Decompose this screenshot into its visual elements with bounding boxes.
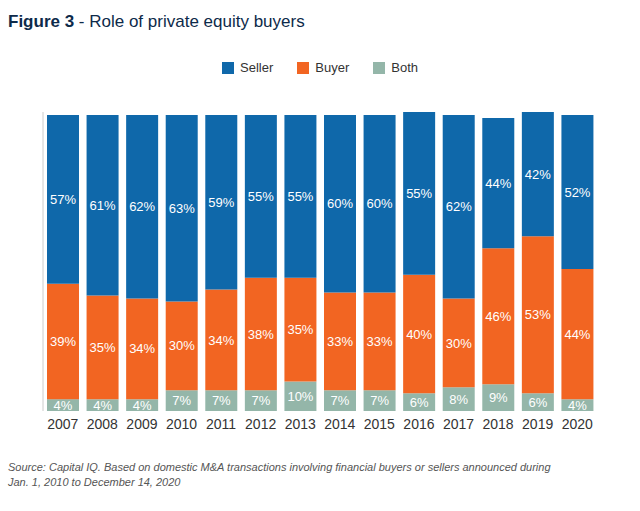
svg-text:44%: 44%: [564, 327, 590, 342]
svg-text:38%: 38%: [248, 327, 274, 342]
svg-text:2007: 2007: [47, 416, 78, 432]
svg-text:52%: 52%: [564, 185, 590, 200]
svg-text:30%: 30%: [169, 338, 195, 353]
svg-text:2020: 2020: [562, 416, 593, 432]
svg-text:62%: 62%: [446, 199, 472, 214]
svg-text:2009: 2009: [126, 416, 157, 432]
svg-text:2015: 2015: [364, 416, 395, 432]
svg-text:59%: 59%: [208, 195, 234, 210]
svg-text:53%: 53%: [525, 307, 551, 322]
svg-text:4%: 4%: [568, 398, 587, 413]
svg-text:2019: 2019: [522, 416, 553, 432]
svg-text:30%: 30%: [446, 336, 472, 351]
svg-text:33%: 33%: [327, 334, 353, 349]
svg-text:62%: 62%: [129, 199, 155, 214]
html-text:Seller: Seller: [240, 60, 274, 75]
svg-text:4%: 4%: [93, 398, 112, 413]
html-text:Both: Both: [391, 60, 418, 75]
svg-text:2013: 2013: [285, 416, 316, 432]
svg-text:7%: 7%: [172, 393, 191, 408]
html-text:Figure 3 - Role of private equ: Figure 3 - Role of private equity buyers: [8, 12, 305, 31]
svg-text:63%: 63%: [169, 201, 195, 216]
svg-text:60%: 60%: [327, 196, 353, 211]
svg-text:2011: 2011: [206, 416, 236, 432]
svg-text:6%: 6%: [410, 395, 429, 410]
html-text:Jan. 1, 2010 to December 14, 2: Jan. 1, 2010 to December 14, 2020: [8, 476, 181, 488]
svg-text:35%: 35%: [90, 340, 116, 355]
svg-text:2016: 2016: [403, 416, 434, 432]
svg-text:46%: 46%: [485, 309, 511, 324]
svg-text:8%: 8%: [449, 392, 468, 407]
svg-text:44%: 44%: [485, 176, 511, 191]
svg-text:2014: 2014: [324, 416, 355, 432]
svg-text:9%: 9%: [489, 390, 508, 405]
svg-text:7%: 7%: [331, 393, 350, 408]
svg-text:4%: 4%: [133, 398, 152, 413]
svg-text:40%: 40%: [406, 327, 432, 342]
svg-text:55%: 55%: [287, 189, 313, 204]
svg-text:7%: 7%: [251, 393, 270, 408]
svg-text:57%: 57%: [50, 192, 76, 207]
svg-text:55%: 55%: [406, 186, 432, 201]
svg-text:34%: 34%: [208, 333, 234, 348]
svg-text:10%: 10%: [287, 389, 313, 404]
svg-text:6%: 6%: [528, 395, 547, 410]
svg-text:7%: 7%: [370, 393, 389, 408]
svg-text:61%: 61%: [90, 198, 116, 213]
svg-text:60%: 60%: [367, 196, 393, 211]
svg-text:2012: 2012: [245, 416, 276, 432]
svg-text:2018: 2018: [482, 416, 513, 432]
html-text:Buyer: Buyer: [315, 60, 350, 75]
svg-text:34%: 34%: [129, 341, 155, 356]
svg-text:2008: 2008: [87, 416, 118, 432]
svg-text:39%: 39%: [50, 334, 76, 349]
svg-text:2017: 2017: [443, 416, 474, 432]
svg-text:35%: 35%: [287, 322, 313, 337]
svg-text:42%: 42%: [525, 167, 551, 182]
svg-text:33%: 33%: [367, 334, 393, 349]
svg-text:55%: 55%: [248, 189, 274, 204]
html-text:Source: Capital IQ. Based on d: Source: Capital IQ. Based on domestic M&…: [8, 461, 551, 473]
svg-text:2010: 2010: [166, 416, 197, 432]
svg-text:7%: 7%: [212, 393, 231, 408]
svg-text:4%: 4%: [54, 398, 73, 413]
